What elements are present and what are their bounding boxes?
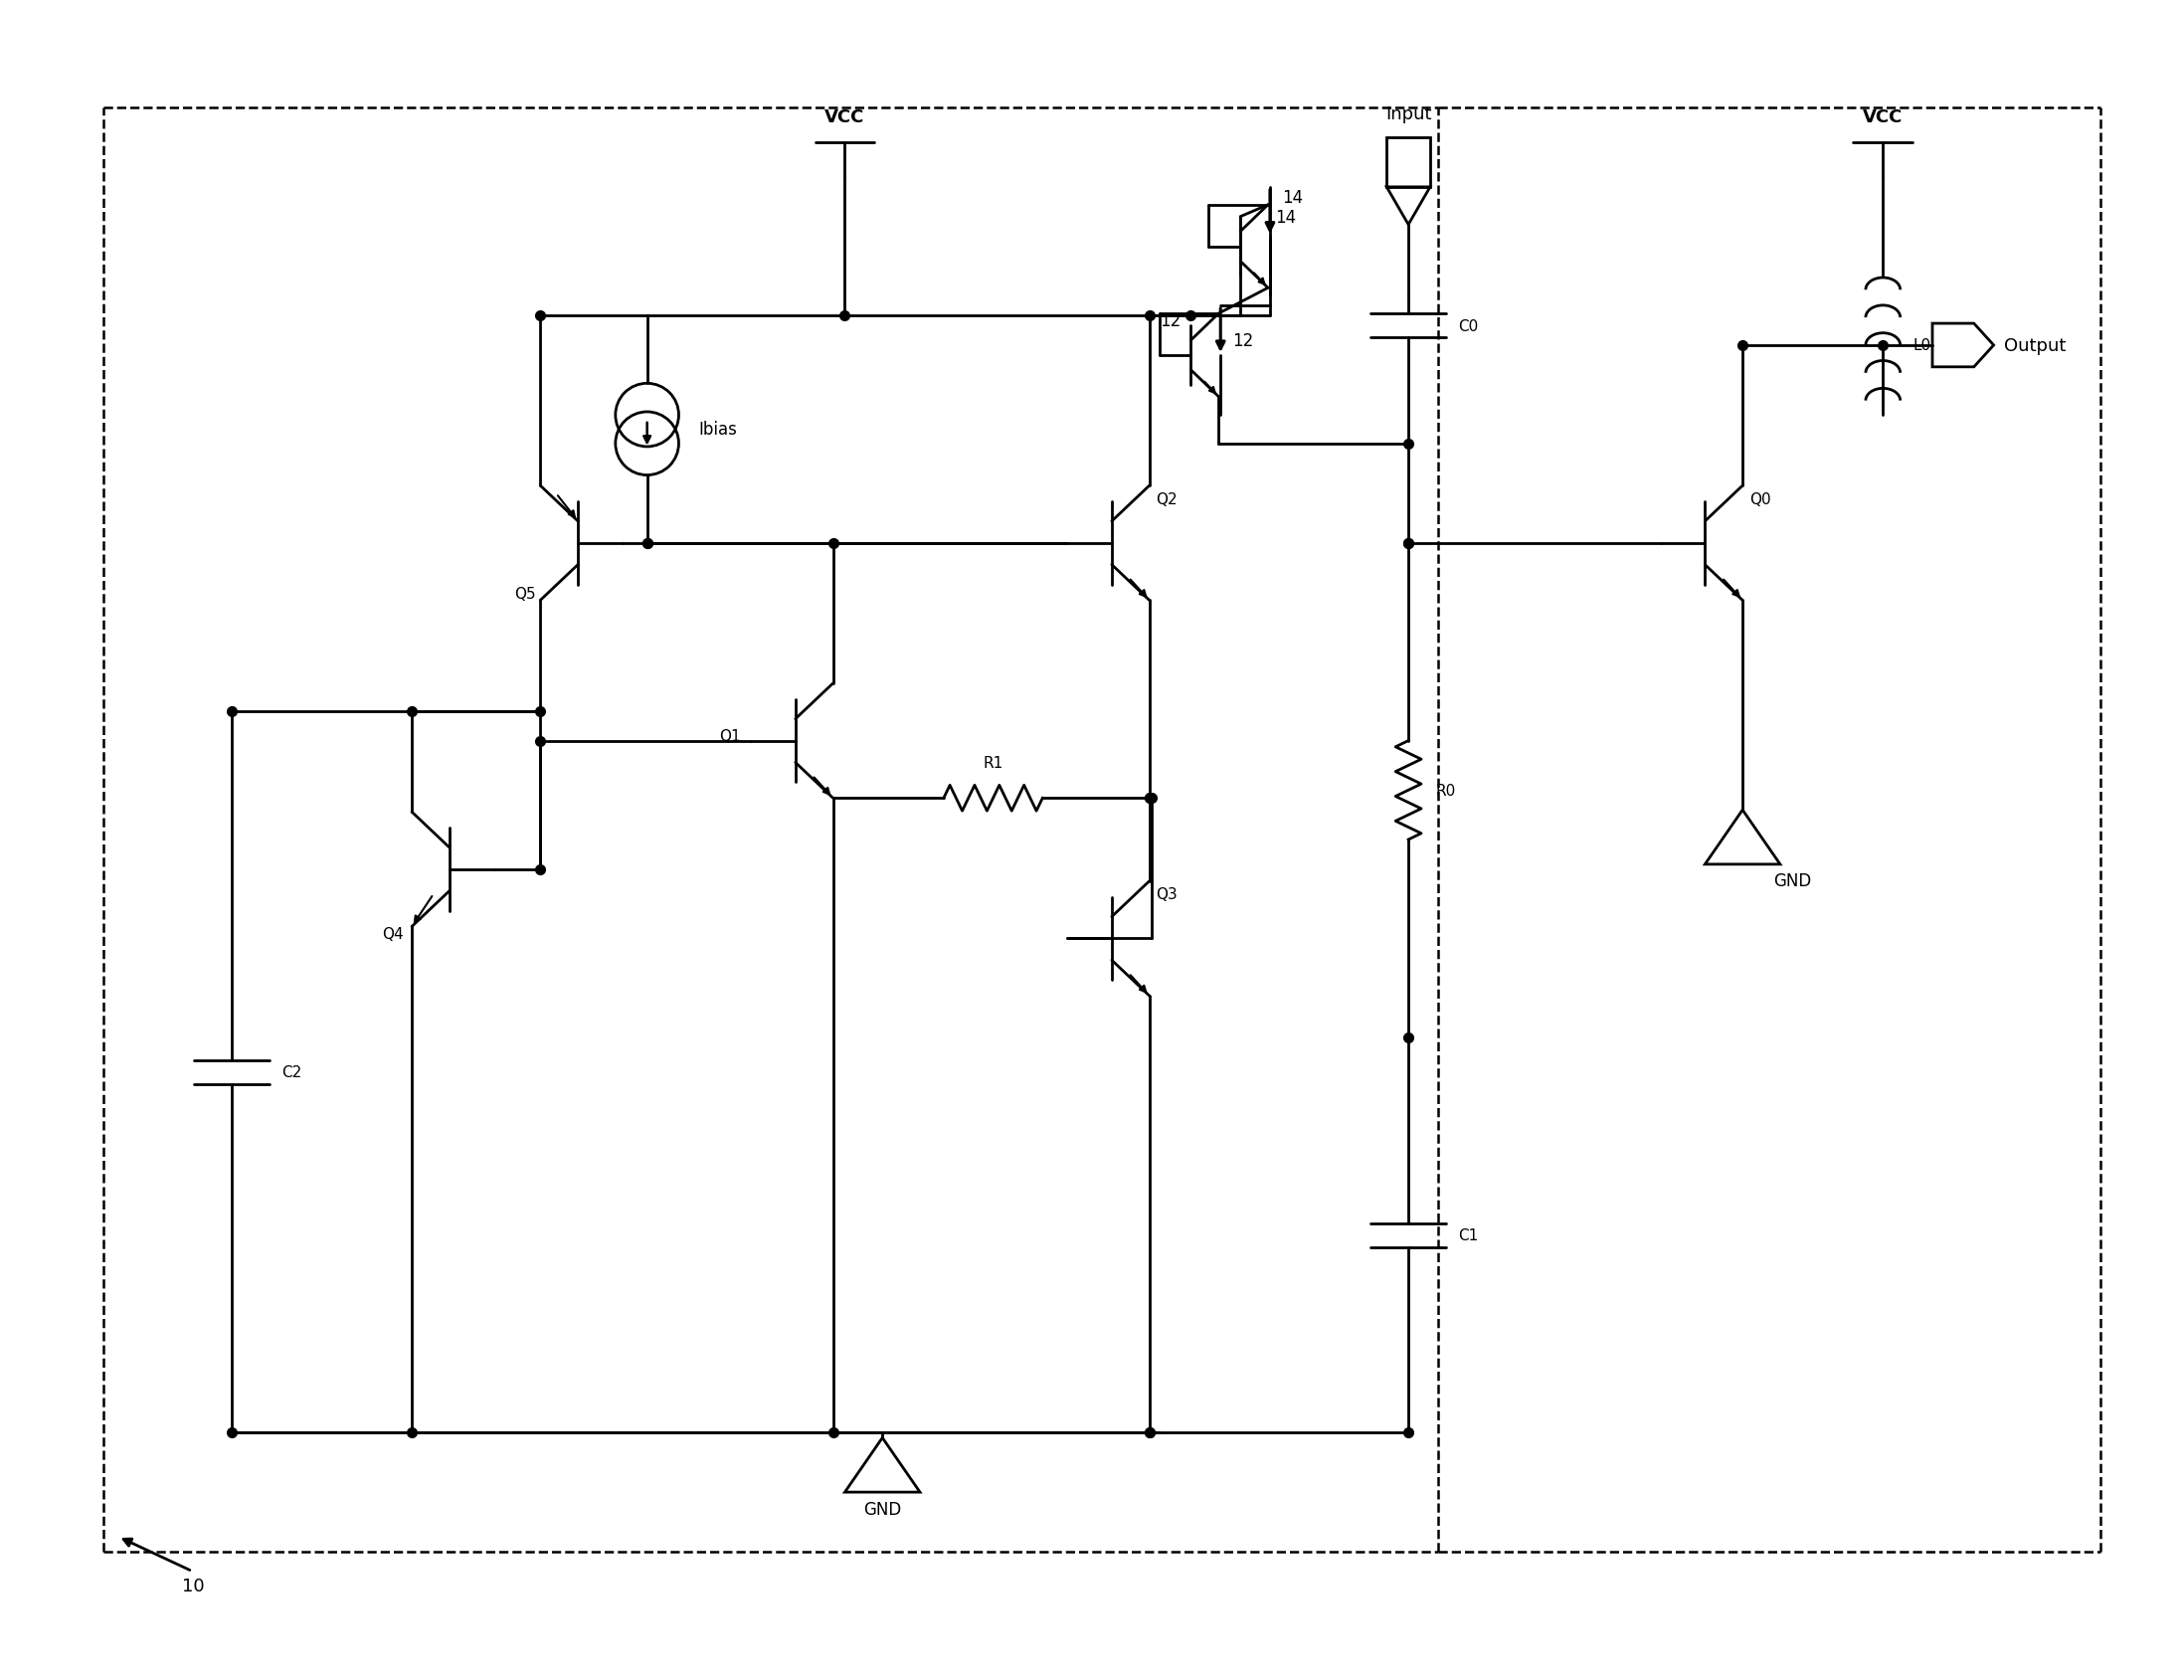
Text: C1: C1 [1457,1228,1479,1243]
Text: 14: 14 [1275,208,1295,227]
Text: L0: L0 [1913,338,1931,353]
Text: 10: 10 [183,1576,205,1594]
Text: Q4: Q4 [382,927,404,942]
Text: C2: C2 [282,1065,301,1080]
Text: Q5: Q5 [513,586,535,601]
Text: C0: C0 [1457,319,1479,334]
Text: GND: GND [863,1500,902,1519]
Text: 12: 12 [1160,312,1182,331]
Text: Q0: Q0 [1749,492,1771,506]
Text: Input: Input [1385,106,1431,124]
Text: R0: R0 [1437,783,1457,798]
Text: Output: Output [2003,338,2066,354]
Text: 14: 14 [1282,188,1304,207]
Text: Q1: Q1 [719,729,740,744]
Text: VCC: VCC [826,109,865,126]
Text: GND: GND [1773,872,1811,889]
Text: 12: 12 [1232,333,1254,349]
Text: R1: R1 [983,756,1002,771]
Text: Ibias: Ibias [699,422,738,438]
Text: Q3: Q3 [1155,887,1177,902]
Text: VCC: VCC [1863,109,1902,126]
Text: Q2: Q2 [1155,492,1177,506]
